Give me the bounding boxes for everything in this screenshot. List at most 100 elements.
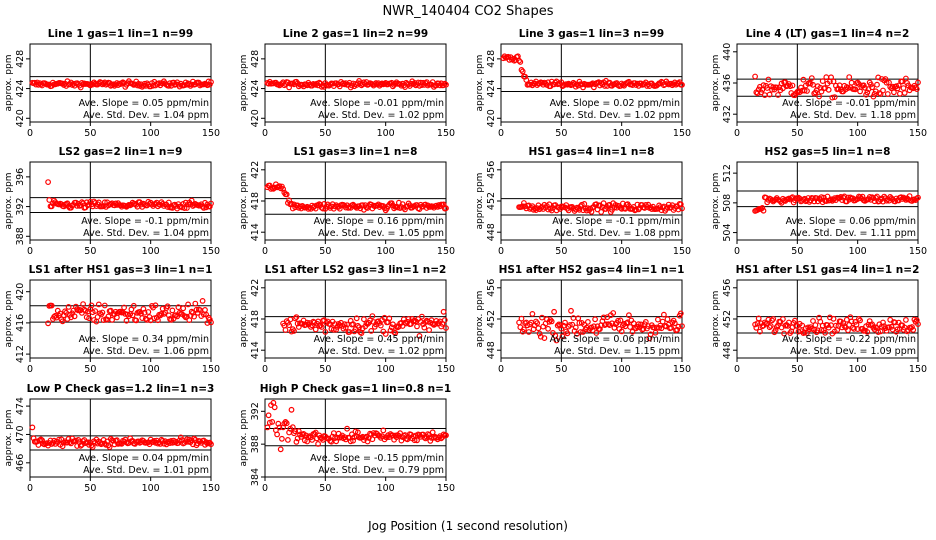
y-tick-label: 508 <box>722 194 733 212</box>
data-points <box>264 399 449 453</box>
data-point <box>29 424 36 431</box>
data-points <box>264 77 449 91</box>
data-point <box>86 315 92 322</box>
x-tick-label: 150 <box>673 246 691 257</box>
slope-prefix: Ave. Slope = <box>786 216 850 227</box>
data-point <box>541 335 548 342</box>
data-point <box>427 438 434 444</box>
data-point <box>101 302 108 309</box>
data-point <box>775 92 781 98</box>
std-dev-annotation: Ave. Std. Dev. = 1.02 ppm <box>318 346 444 357</box>
x-tick-label: 100 <box>142 364 160 375</box>
data-point <box>332 203 338 210</box>
data-point <box>421 324 428 331</box>
slope-unit: ppm/min <box>164 453 209 464</box>
y-tick-label: 384 <box>250 468 261 486</box>
slope-unit: ppm/min <box>164 216 209 227</box>
x-tick-label: 50 <box>791 246 803 257</box>
panel-10: LS1 after LS2 gas=3 lin=1 n=2 0 50 100 150 41… <box>239 264 455 375</box>
data-points <box>29 424 214 451</box>
data-point <box>569 321 576 328</box>
panel-13: Low P Check gas=1.2 lin=1 n=3 0 50 100 150 46… <box>4 383 220 494</box>
data-point <box>45 179 51 186</box>
data-point <box>191 435 198 442</box>
data-point <box>529 311 536 317</box>
panel-title: Line 1 gas=1 lin=1 n=99 <box>48 28 193 40</box>
data-point <box>59 443 66 450</box>
std-dev-annotation: Ave. Std. Dev. = 0.79 ppm <box>318 465 444 476</box>
data-point <box>593 330 600 336</box>
data-point <box>801 87 808 94</box>
std-value: 1.02 <box>635 110 656 121</box>
data-point <box>386 315 393 322</box>
data-point <box>804 88 810 94</box>
y-tick-label: 420 <box>250 109 261 127</box>
std-unit: ppm <box>420 465 444 476</box>
y-tick-label: 456 <box>486 279 497 297</box>
slope-unit: ppm/min <box>399 453 444 464</box>
data-points <box>29 78 214 91</box>
data-point <box>759 204 766 211</box>
data-point <box>535 325 542 332</box>
std-value: 1.02 <box>399 346 420 357</box>
std-unit: ppm <box>185 228 209 239</box>
panel-11: HS1 after HS2 gas=4 lin=1 n=1 0 50 100 150 44… <box>475 264 691 375</box>
data-point <box>330 326 337 333</box>
data-point <box>398 437 405 444</box>
data-point <box>371 81 378 87</box>
data-point <box>865 321 872 328</box>
slope-prefix: Ave. Slope = <box>552 216 616 227</box>
data-point <box>521 200 527 206</box>
data-point <box>843 84 850 90</box>
data-point <box>810 318 816 324</box>
std-value: 1.06 <box>164 346 185 357</box>
data-point <box>591 84 597 91</box>
data-point <box>864 89 871 96</box>
data-point <box>591 323 597 330</box>
data-point <box>915 321 921 328</box>
data-point <box>139 315 146 322</box>
data-point <box>291 328 297 334</box>
data-point <box>392 330 399 336</box>
data-points <box>752 314 921 337</box>
data-point <box>664 80 671 87</box>
data-point <box>199 298 206 304</box>
y-tick-label: 396 <box>15 168 26 186</box>
data-point <box>825 86 832 93</box>
data-point <box>765 76 772 83</box>
data-point <box>410 318 417 325</box>
x-tick-label: 0 <box>27 246 33 257</box>
x-tick-label: 0 <box>734 246 740 257</box>
slope-unit: ppm/min <box>164 98 209 109</box>
slope-unit: ppm/min <box>399 334 444 345</box>
std-prefix: Ave. Std. Dev. = <box>790 110 870 121</box>
data-point <box>188 197 195 204</box>
x-tick-label: 150 <box>202 246 220 257</box>
std-dev-annotation: Ave. Std. Dev. = 1.09 ppm <box>790 346 916 357</box>
panel-title: LS1 after HS1 gas=3 lin=1 n=1 <box>29 264 213 276</box>
data-point <box>534 320 541 327</box>
data-point <box>891 89 897 96</box>
data-points <box>45 179 214 212</box>
slope-prefix: Ave. Slope = <box>310 98 374 109</box>
x-tick-label: 150 <box>909 364 927 375</box>
data-point <box>419 313 425 320</box>
panel-title: Line 4 (LT) gas=1 lin=4 n=2 <box>746 28 910 40</box>
x-tick-label: 100 <box>849 364 867 375</box>
data-point <box>827 197 833 204</box>
slope-unit: ppm/min <box>871 334 916 345</box>
data-point <box>347 438 354 445</box>
std-prefix: Ave. Std. Dev. = <box>318 346 398 357</box>
data-point <box>443 432 449 439</box>
y-axis-label: approx. ppm <box>711 173 721 230</box>
std-unit: ppm <box>656 228 680 239</box>
x-tick-label: 100 <box>377 483 395 494</box>
data-point <box>277 446 284 453</box>
std-value: 0.79 <box>399 465 420 476</box>
data-point <box>664 316 671 323</box>
data-point <box>564 330 571 337</box>
data-point <box>617 317 624 324</box>
std-unit: ppm <box>892 346 916 357</box>
y-tick-label: 428 <box>250 50 261 68</box>
data-point <box>206 203 213 210</box>
